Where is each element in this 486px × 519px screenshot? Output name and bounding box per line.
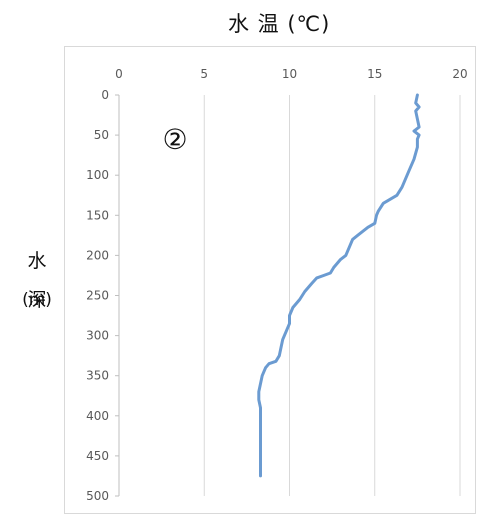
y-tick-label: 250 xyxy=(86,289,109,303)
x-tick-label: 15 xyxy=(367,67,382,81)
y-axis-label-unit: (m) xyxy=(22,290,52,310)
y-tick-label: 150 xyxy=(86,208,109,222)
chart-frame: 0 5 10 15 20 0 50 100 150 200 250 300 350 400 450 500 ② xyxy=(64,46,476,514)
y-tick-label: 0 xyxy=(101,88,109,102)
x-tick-label: 0 xyxy=(115,67,123,81)
y-tick-label: 50 xyxy=(94,128,109,142)
x-tick-label: 5 xyxy=(200,67,208,81)
y-tick-label: 300 xyxy=(86,329,109,343)
chart-title: 水 温 (℃) xyxy=(228,12,331,36)
y-axis-label-char: 水 xyxy=(27,250,47,272)
y-tick-label: 200 xyxy=(86,248,109,262)
y-tick-label: 350 xyxy=(86,369,109,383)
y-tick-label: 450 xyxy=(86,449,109,463)
y-tick-label: 500 xyxy=(86,489,109,503)
y-axis-label: 水 深 (m) xyxy=(14,250,60,311)
x-tick-label: 20 xyxy=(452,67,467,81)
panel-label: ② xyxy=(162,123,187,156)
y-tick-label: 100 xyxy=(86,168,109,182)
y-axis-label-char: 深 xyxy=(27,289,47,311)
x-tick-label: 10 xyxy=(282,67,297,81)
temperature-profile-line xyxy=(257,93,421,478)
y-tick-label: 400 xyxy=(86,409,109,423)
